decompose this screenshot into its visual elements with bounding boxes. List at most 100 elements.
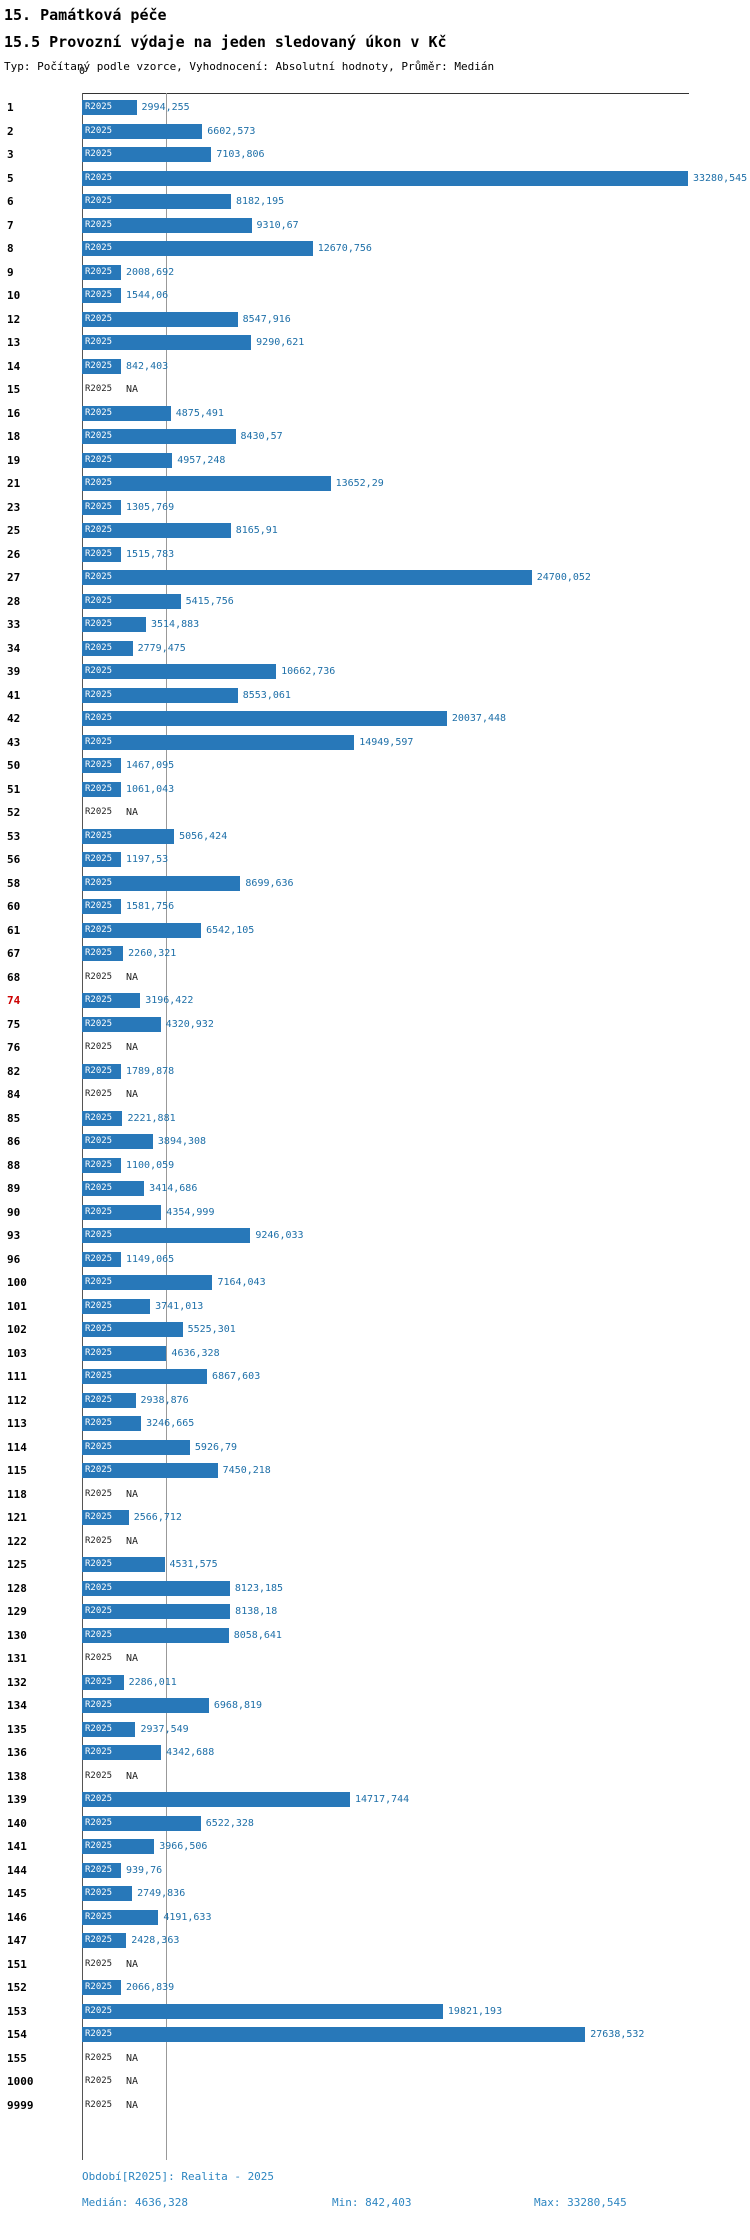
bar-row: 114 R2025 5926,79 <box>0 1436 750 1460</box>
bar-series-label: R2025 <box>85 2076 113 2086</box>
bar: R2025 <box>82 288 121 303</box>
bar-series-label: R2025 <box>85 666 113 676</box>
bar-series-label: R2025 <box>85 1512 113 1522</box>
row-label: 42 <box>7 712 21 725</box>
row-label: 86 <box>7 1135 21 1148</box>
row-label: 51 <box>7 782 21 796</box>
row-label: 23 <box>7 500 21 514</box>
bar-series-label: R2025 <box>85 1794 113 1804</box>
bar-series-label: R2025 <box>85 572 113 582</box>
bar-row: 6 R2025 8182,195 <box>0 190 750 214</box>
bar-row: 90 R2025 4354,999 <box>0 1201 750 1225</box>
axis-zero-label: 0 <box>78 66 86 77</box>
bar: R2025 <box>82 852 121 867</box>
bar-row: 14 R2025 842,403 <box>0 355 750 379</box>
row-label: 151 <box>7 1957 27 1971</box>
row-label: 85 <box>7 1111 21 1125</box>
page-title: 15. Památková péče <box>4 6 167 24</box>
bar: R2025 <box>82 264 121 280</box>
bar: R2025 <box>82 523 231 538</box>
bar-value: 8547,916 <box>242 313 291 325</box>
bar-row: 1 R2025 2994,255 <box>0 96 750 120</box>
bar-row: 12 R2025 8547,916 <box>0 308 750 332</box>
row-label: 27 <box>7 571 21 584</box>
bar-series-label: R2025 <box>85 760 113 770</box>
bar-series-label: R2025 <box>85 736 113 747</box>
bar-row: 82 R2025 1789,878 <box>0 1060 750 1084</box>
bar-series-label: R2025 <box>85 830 113 841</box>
bar-series-label: R2025 <box>85 1488 113 1499</box>
row-label: 9 <box>7 265 14 279</box>
bar-row: 93 R2025 9246,033 <box>0 1224 750 1248</box>
row-label: 61 <box>7 923 21 937</box>
bar: R2025 <box>82 1439 190 1455</box>
bar-row: 139 R2025 14717,744 <box>0 1788 750 1812</box>
bar-row: 118 R2025 NA <box>0 1483 750 1507</box>
bar: R2025 <box>82 452 173 468</box>
bar-series-label: R2025 <box>85 1394 113 1405</box>
bar: R2025 <box>82 1134 153 1149</box>
bar: R2025 <box>82 2027 586 2042</box>
bar-value: 8699,636 <box>245 877 294 889</box>
row-label: 74 <box>7 994 21 1007</box>
bar-row: 113 R2025 3246,665 <box>0 1412 750 1436</box>
row-label: 1 <box>7 101 14 114</box>
bar-row: 140 R2025 6522,328 <box>0 1812 750 1836</box>
bar-value: 6867,603 <box>212 1371 261 1382</box>
bar-series-label: R2025 <box>85 1112 113 1123</box>
bar-value: 1149,065 <box>126 1253 175 1265</box>
bar-value: 2566,712 <box>133 1512 182 1523</box>
footer-min: Min: 842,403 <box>332 2196 412 2209</box>
bar: R2025 <box>82 1651 121 1666</box>
chart-subtitle: 15.5 Provozní výdaje na jeden sledovaný … <box>4 33 447 51</box>
bar-row: 101 R2025 3741,013 <box>0 1295 750 1319</box>
bar: R2025 <box>82 1745 162 1760</box>
bar-row: 13 R2025 9290,621 <box>0 331 750 355</box>
bar-series-label: R2025 <box>85 1535 113 1546</box>
bar-value: 9246,033 <box>255 1230 304 1241</box>
bar-row: 151 R2025 NA <box>0 1953 750 1977</box>
row-label: 145 <box>7 1887 27 1900</box>
row-label: 9999 <box>7 2098 34 2112</box>
bar-value: 24700,052 <box>536 572 591 583</box>
bar: R2025 <box>82 1040 121 1055</box>
bar: R2025 <box>82 1392 136 1408</box>
bar: R2025 <box>82 1510 129 1525</box>
bar-row: 21 R2025 13652,29 <box>0 472 750 496</box>
bar-value: NA <box>126 2099 139 2111</box>
row-label: 33 <box>7 618 21 631</box>
bar-row: 132 R2025 2286,011 <box>0 1671 750 1695</box>
bar: R2025 <box>82 1204 162 1220</box>
bar-value: 1789,878 <box>126 1065 175 1077</box>
bar-row: 100 R2025 7164,043 <box>0 1271 750 1295</box>
bar-series-label: R2025 <box>85 219 113 230</box>
bar-series-label: R2025 <box>85 595 113 606</box>
row-label: 75 <box>7 1017 21 1031</box>
bar: R2025 <box>82 1886 133 1901</box>
bar-value: NA <box>126 1042 139 1053</box>
bar: R2025 <box>82 828 175 844</box>
bar: R2025 <box>82 1862 121 1878</box>
bar-series-label: R2025 <box>85 642 113 653</box>
row-label: 10 <box>7 289 21 302</box>
bar-series-label: R2025 <box>85 995 113 1005</box>
row-label: 21 <box>7 477 21 490</box>
median-line <box>166 93 167 2160</box>
bar-value: 8430,57 <box>240 431 283 442</box>
row-label: 103 <box>7 1346 27 1360</box>
bar: R2025 <box>82 805 121 820</box>
bar-row: 23 R2025 1305,769 <box>0 496 750 520</box>
bar: R2025 <box>82 734 355 750</box>
bar: R2025 <box>82 1769 121 1784</box>
bar: R2025 <box>82 1063 121 1079</box>
bar-series-label: R2025 <box>85 1817 113 1828</box>
bar-value: 1581,756 <box>126 901 175 912</box>
bar-series-label: R2025 <box>85 1324 113 1334</box>
bar-row: 9999 R2025 NA <box>0 2094 750 2118</box>
bar-series-label: R2025 <box>85 924 113 935</box>
bar-series-label: R2025 <box>85 1911 113 1922</box>
row-label: 118 <box>7 1487 27 1501</box>
bar-row: 28 R2025 5415,756 <box>0 590 750 614</box>
bar: R2025 <box>82 335 252 350</box>
row-label: 5 <box>7 171 14 185</box>
